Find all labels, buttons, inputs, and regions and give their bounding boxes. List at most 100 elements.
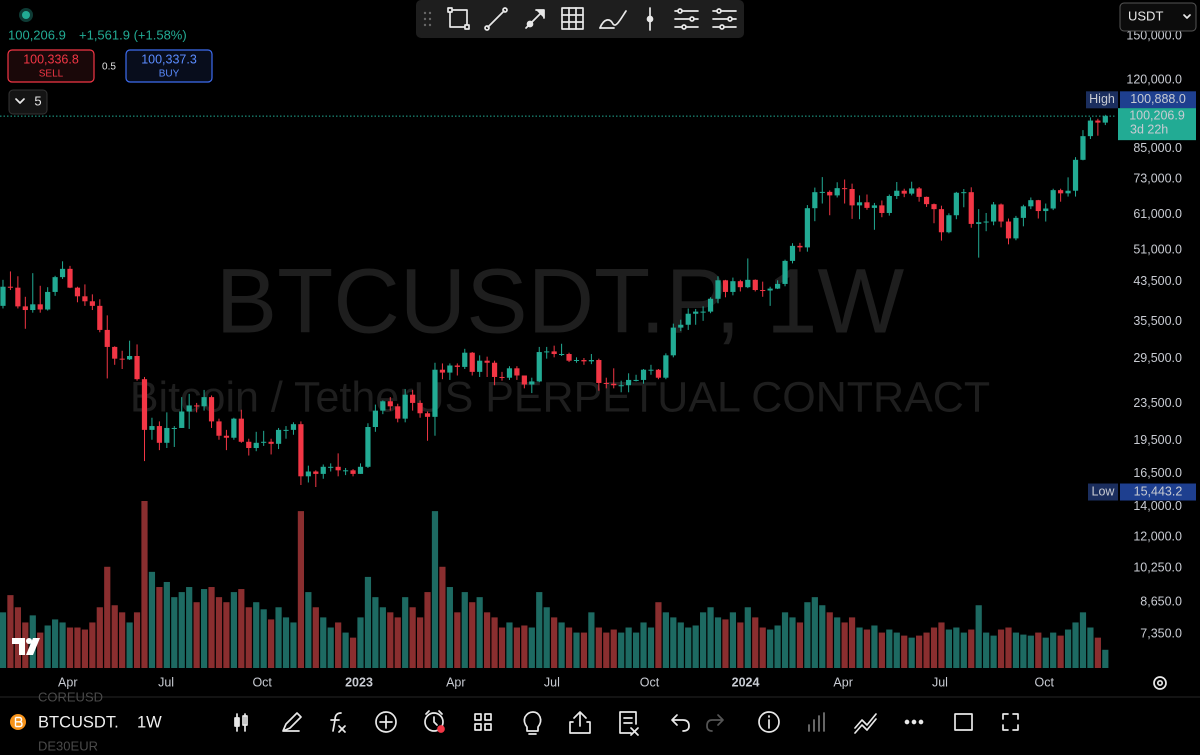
sell-price[interactable]: 100,336.8	[23, 52, 79, 66]
brush-tool-part[interactable]	[599, 10, 627, 29]
horizontal-lines-tool[interactable]	[674, 8, 699, 30]
vertical-line-tool-part[interactable]	[646, 15, 654, 23]
currency-dropdown[interactable]: USDT	[1119, 2, 1197, 32]
undo-button-part[interactable]	[671, 714, 690, 732]
volume-button-part[interactable]	[808, 712, 825, 732]
currency-label[interactable]: USDT	[1128, 8, 1163, 23]
indicators-button-part[interactable]	[330, 712, 346, 733]
add-button-part[interactable]	[375, 711, 397, 733]
drag-handle[interactable]	[423, 11, 432, 27]
add-button-part[interactable]	[379, 715, 393, 729]
grid-tool[interactable]	[561, 7, 584, 30]
coin-glyph[interactable]	[14, 716, 23, 728]
layouts-button-part[interactable]	[484, 723, 492, 731]
chevron[interactable]	[15, 98, 25, 104]
draw-button-part[interactable]	[282, 712, 302, 732]
fullscreen-button[interactable]	[1002, 713, 1019, 731]
trend-line-tool-part[interactable]	[487, 10, 505, 28]
more-button-part[interactable]	[904, 719, 910, 725]
trend-line-tool-part[interactable]	[484, 25, 490, 31]
chart-type-button[interactable]	[234, 713, 248, 732]
info-button-part[interactable]	[758, 711, 780, 733]
buy-button[interactable]: 100,337.3 BUY	[125, 49, 213, 83]
rectangle-tool-part[interactable]	[464, 24, 470, 30]
more-button-part[interactable]	[911, 719, 917, 725]
share-button-part[interactable]	[569, 711, 591, 734]
layouts-button-part[interactable]	[474, 713, 482, 721]
chart-type-button-part[interactable]	[234, 717, 240, 727]
settings-button[interactable]	[1153, 676, 1167, 690]
info-button[interactable]	[758, 711, 780, 733]
rectangle-tool-part[interactable]	[449, 9, 468, 28]
alert-button-part[interactable]	[425, 710, 443, 726]
layouts-button-part[interactable]	[474, 723, 482, 731]
drag-handle-part[interactable]	[423, 23, 427, 27]
fib-tool-part[interactable]	[727, 16, 733, 22]
horizontal-lines-tool-part[interactable]	[689, 16, 695, 22]
drag-handle-part[interactable]	[428, 11, 432, 15]
indicators-count[interactable]: 5	[34, 93, 41, 108]
trend-line-tool[interactable]	[484, 7, 508, 31]
rectangle-tool-part[interactable]	[447, 7, 453, 13]
buy-label[interactable]: BUY	[159, 69, 180, 80]
buy-price[interactable]: 100,337.3	[141, 52, 197, 66]
rectangle-tool[interactable]	[447, 7, 470, 30]
dropdown-box[interactable]	[1119, 2, 1197, 32]
arrow-tool-part[interactable]	[526, 20, 534, 28]
alert-button-part[interactable]	[424, 712, 444, 732]
alert-button[interactable]	[424, 710, 445, 733]
sell-button[interactable]: 100,336.8 SELL	[7, 49, 95, 83]
drag-handle-part[interactable]	[423, 11, 427, 15]
horizontal-lines-tool-part[interactable]	[677, 8, 683, 14]
symbol-button[interactable]: BTCUSDT.	[10, 713, 119, 731]
gear-ring[interactable]	[1153, 676, 1167, 690]
drag-handle-part[interactable]	[423, 17, 427, 21]
brush-tool[interactable]	[599, 10, 627, 29]
layouts-button-part[interactable]	[484, 713, 492, 721]
symbol[interactable]: BTCUSDT.	[38, 713, 119, 731]
window-button[interactable]	[954, 713, 973, 731]
add-button[interactable]	[375, 711, 397, 733]
trend-line-tool-part[interactable]	[502, 7, 508, 13]
prev-symbol[interactable]: COREUSD	[38, 689, 103, 704]
next-symbol[interactable]: DE30EUR	[38, 738, 98, 753]
gear-hub[interactable]	[1156, 679, 1164, 687]
vertical-line-tool[interactable]	[646, 7, 654, 31]
sell-label[interactable]: SELL	[39, 69, 64, 80]
indicators-toggle[interactable]: 5	[8, 89, 48, 115]
fib-tool-part[interactable]	[719, 24, 725, 30]
alert-button-part[interactable]	[437, 725, 445, 733]
fib-tool[interactable]	[712, 8, 737, 30]
redo-button[interactable]	[706, 714, 724, 732]
undo-button[interactable]	[671, 714, 690, 732]
fib-tool-part[interactable]	[716, 8, 722, 14]
buy-box[interactable]	[125, 49, 213, 83]
dropdown-chevron[interactable]	[1183, 14, 1191, 19]
ideas-button-part[interactable]	[523, 711, 542, 735]
compare-button[interactable]	[854, 713, 877, 734]
share-button[interactable]	[569, 711, 591, 734]
ideas-button[interactable]	[523, 711, 542, 735]
window-button-part[interactable]	[954, 713, 973, 731]
arrow-tool-part[interactable]	[535, 9, 545, 19]
drag-handle-part[interactable]	[428, 17, 432, 21]
more-button[interactable]	[904, 719, 924, 725]
grid-tool-part[interactable]	[561, 7, 584, 30]
notes-button-part[interactable]	[619, 711, 639, 736]
arrow-tool[interactable]	[525, 9, 545, 29]
interval[interactable]: 1W	[137, 713, 162, 731]
compare-button-part[interactable]	[854, 713, 877, 734]
toggle-box[interactable]	[8, 89, 48, 115]
drag-handle-part[interactable]	[428, 23, 432, 27]
horizontal-lines-tool-part[interactable]	[681, 24, 687, 30]
layouts-button[interactable]	[474, 713, 492, 731]
draw-button[interactable]	[282, 712, 302, 732]
fullscreen-button-part[interactable]	[1002, 713, 1019, 731]
more-button-part[interactable]	[918, 719, 924, 725]
volume-button[interactable]	[808, 712, 825, 732]
chart-type-button-part[interactable]	[242, 715, 248, 726]
grid-tool-part[interactable]	[561, 7, 584, 30]
redo-button-part[interactable]	[706, 714, 724, 732]
indicators-button[interactable]	[330, 712, 346, 733]
notes-button[interactable]	[619, 711, 639, 736]
